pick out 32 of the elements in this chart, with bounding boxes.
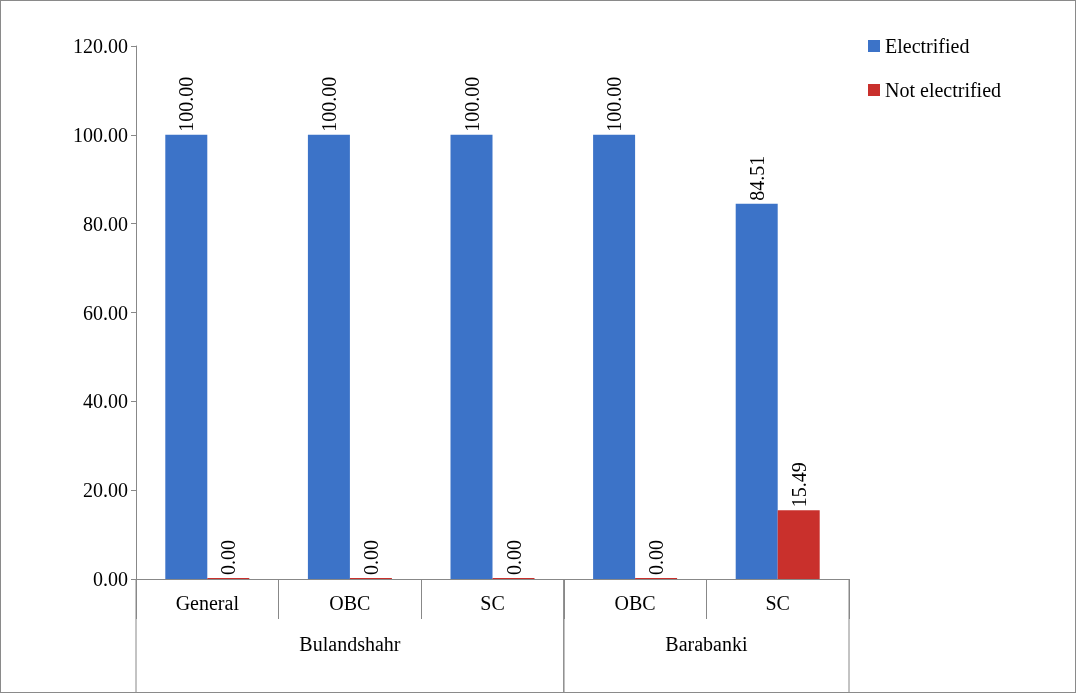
x-tick-label: SC xyxy=(480,592,505,614)
y-tick-label: 60.00 xyxy=(83,301,128,324)
y-tick-label: 20.00 xyxy=(83,479,128,502)
bar xyxy=(777,510,820,579)
data-label: 84.51 xyxy=(745,155,768,201)
data-label: 100.00 xyxy=(460,76,483,132)
y-tick-label: 120.00 xyxy=(73,35,128,57)
y-tick-label: 40.00 xyxy=(83,390,128,413)
data-label: 0.00 xyxy=(502,540,525,575)
data-label: 0.00 xyxy=(217,540,240,575)
text: Barabanki xyxy=(665,633,748,655)
x-tick-label: SC xyxy=(765,592,790,614)
x-tick-label: OBC xyxy=(329,592,371,614)
bar xyxy=(735,203,778,579)
data-label: 100.00 xyxy=(175,76,198,132)
data-label: 0.00 xyxy=(359,540,382,575)
data-label: 15.49 xyxy=(787,462,810,508)
y-tick-label: 100.00 xyxy=(73,123,128,146)
x-tick-label: General xyxy=(175,592,240,614)
bar xyxy=(450,134,493,579)
bar xyxy=(307,134,350,579)
data-label: 100.00 xyxy=(603,76,626,132)
bar xyxy=(165,134,208,579)
data-label: 0.00 xyxy=(645,540,668,575)
legend-label: Electrified xyxy=(885,35,970,57)
bar xyxy=(593,134,636,579)
x-tick-label: OBC xyxy=(614,592,656,614)
y-tick-label: 0.00 xyxy=(93,568,128,590)
legend-label: Not electrified xyxy=(885,79,1002,101)
data-label: 100.00 xyxy=(317,76,340,132)
text: Bulandshahr xyxy=(299,633,401,655)
y-tick-label: 80.00 xyxy=(83,212,128,235)
